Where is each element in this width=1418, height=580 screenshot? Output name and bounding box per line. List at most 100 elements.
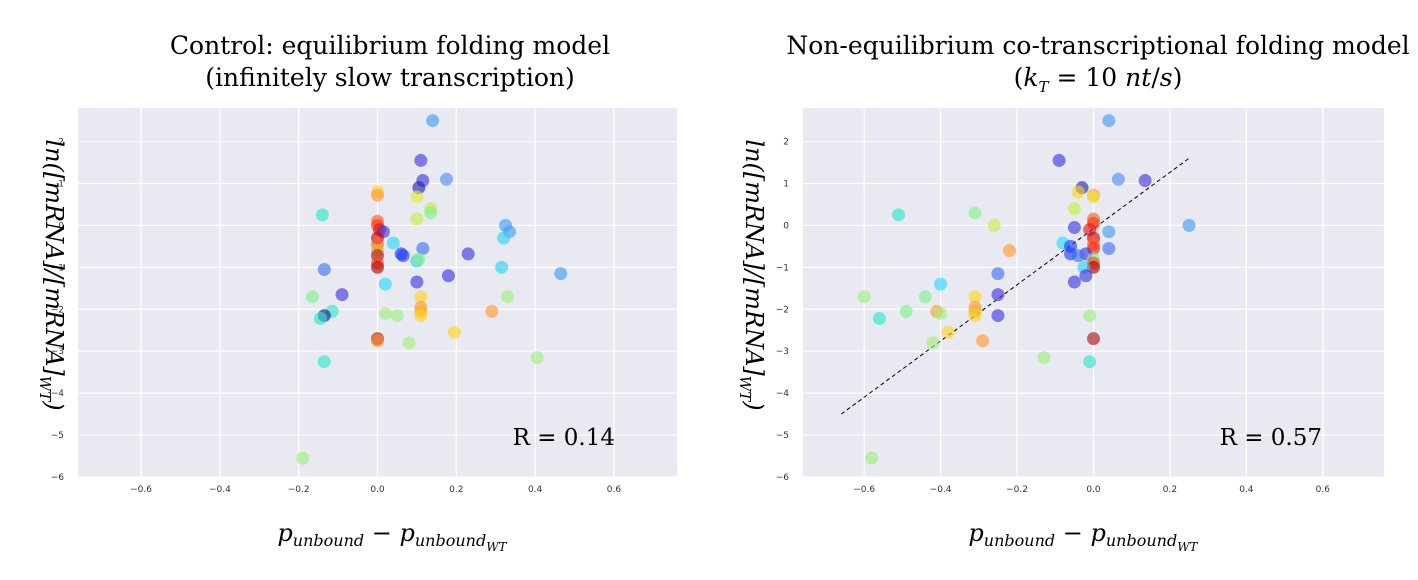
data-point <box>1052 153 1066 167</box>
data-point <box>461 247 475 261</box>
data-point <box>1067 275 1081 289</box>
data-point <box>991 309 1005 323</box>
data-point <box>414 153 428 167</box>
x-tick-label: 0.4 <box>528 485 543 495</box>
left-plot: −0.6 −0.4 −0.2 0.0 0.2 0.4 0.6 2 1 0 −1 −2 −3 −4 −5 −6 R… <box>51 108 677 495</box>
data-point <box>934 306 948 320</box>
data-point <box>865 451 879 465</box>
x-tick-label: 0.0 <box>370 485 385 495</box>
data-point <box>371 260 384 274</box>
data-point <box>378 277 392 291</box>
data-point <box>918 290 932 304</box>
x-tick-label: −0.4 <box>209 485 231 495</box>
data-point <box>386 236 400 250</box>
left-title-line1: Control: equilibrium folding model <box>170 31 610 60</box>
data-point <box>501 290 515 304</box>
x-tick-label: −0.6 <box>853 485 875 495</box>
data-point <box>378 306 392 320</box>
y-tick-label: 0 <box>58 221 64 231</box>
data-point <box>335 288 349 302</box>
y-tick-label: 2 <box>58 138 64 148</box>
data-point <box>439 172 453 186</box>
x-tick-label: −0.2 <box>288 485 310 495</box>
left-y-axis-label: ln([mRNA]/[mRNA]WT) <box>36 139 68 410</box>
data-point <box>899 304 913 318</box>
data-point <box>410 212 424 226</box>
data-point <box>447 325 461 339</box>
data-point <box>426 114 440 128</box>
data-point <box>396 249 410 263</box>
y-tick-label: −3 <box>776 347 789 357</box>
x-tick-label: −0.6 <box>130 485 152 495</box>
data-point <box>1087 190 1100 204</box>
y-tick-label: 0 <box>783 221 789 231</box>
left-x-axis-label: punbound − punboundWT <box>277 519 507 554</box>
data-point <box>315 208 329 222</box>
x-tick-label: 0.2 <box>1163 485 1177 495</box>
data-point <box>371 188 384 202</box>
data-point <box>497 231 511 245</box>
x-tick-label: −0.2 <box>1006 485 1028 495</box>
data-point <box>1102 225 1116 239</box>
right-x-axis-label: punbound − punboundWT <box>968 519 1198 554</box>
data-point <box>1002 244 1016 258</box>
data-point <box>390 309 404 323</box>
data-point <box>554 267 568 281</box>
y-tick-label: 2 <box>783 138 789 148</box>
data-point <box>1138 174 1152 188</box>
x-tick-label: −0.4 <box>930 485 952 495</box>
data-point <box>968 290 982 304</box>
data-point <box>1087 260 1100 274</box>
data-point <box>424 206 438 220</box>
data-point <box>313 311 327 325</box>
data-point <box>371 334 384 348</box>
data-point <box>1182 218 1196 232</box>
data-point <box>857 290 871 304</box>
fit-line <box>840 157 1190 415</box>
data-point <box>1037 350 1051 364</box>
right-plot: −0.6 −0.4 −0.2 0.0 0.2 0.4 0.6 2 1 0 −1 −2 −3 −4 −5 −6 R… <box>776 108 1384 495</box>
right-title-line2: (kT = 10 nt/s) <box>1014 63 1183 96</box>
data-point <box>414 290 428 304</box>
data-point <box>991 267 1005 281</box>
data-point <box>412 252 426 266</box>
data-point <box>892 208 906 222</box>
data-point <box>926 336 940 350</box>
x-tick-label: 0.4 <box>1239 485 1254 495</box>
data-point <box>934 277 948 291</box>
data-point <box>1102 114 1116 128</box>
y-tick-label: −6 <box>51 473 65 483</box>
data-point <box>987 218 1001 232</box>
data-point <box>1111 172 1125 186</box>
data-point <box>410 190 424 204</box>
data-point <box>991 288 1005 302</box>
data-point <box>530 350 544 364</box>
y-tick-label: 1 <box>58 179 64 189</box>
y-tick-label: −5 <box>51 431 64 441</box>
data-point <box>317 262 331 276</box>
data-point <box>1067 202 1081 216</box>
y-tick-label: 1 <box>783 179 789 189</box>
data-point <box>495 260 509 274</box>
x-tick-label: 0.6 <box>1316 485 1331 495</box>
data-point <box>1083 309 1097 323</box>
correlation-label: R = 0.57 <box>1220 425 1322 451</box>
data-point <box>1071 249 1085 263</box>
data-point <box>968 206 982 220</box>
data-point <box>317 355 331 369</box>
x-tick-label: 0.0 <box>1086 485 1101 495</box>
y-tick-label: −2 <box>776 305 789 315</box>
y-tick-label: −1 <box>776 263 789 273</box>
data-point <box>968 309 982 323</box>
right-title-line1: Non-equilibrium co-transcriptional foldi… <box>786 31 1409 60</box>
data-point <box>872 311 886 325</box>
data-point <box>410 275 424 289</box>
x-tick-label: 0.6 <box>607 485 622 495</box>
data-point <box>416 241 430 255</box>
data-point <box>1079 269 1093 283</box>
data-point <box>1067 221 1081 235</box>
y-tick-label: −2 <box>51 305 64 315</box>
left-title-line2: (infinitely slow transcription) <box>205 63 574 92</box>
data-point <box>1083 355 1097 369</box>
data-point <box>402 336 416 350</box>
